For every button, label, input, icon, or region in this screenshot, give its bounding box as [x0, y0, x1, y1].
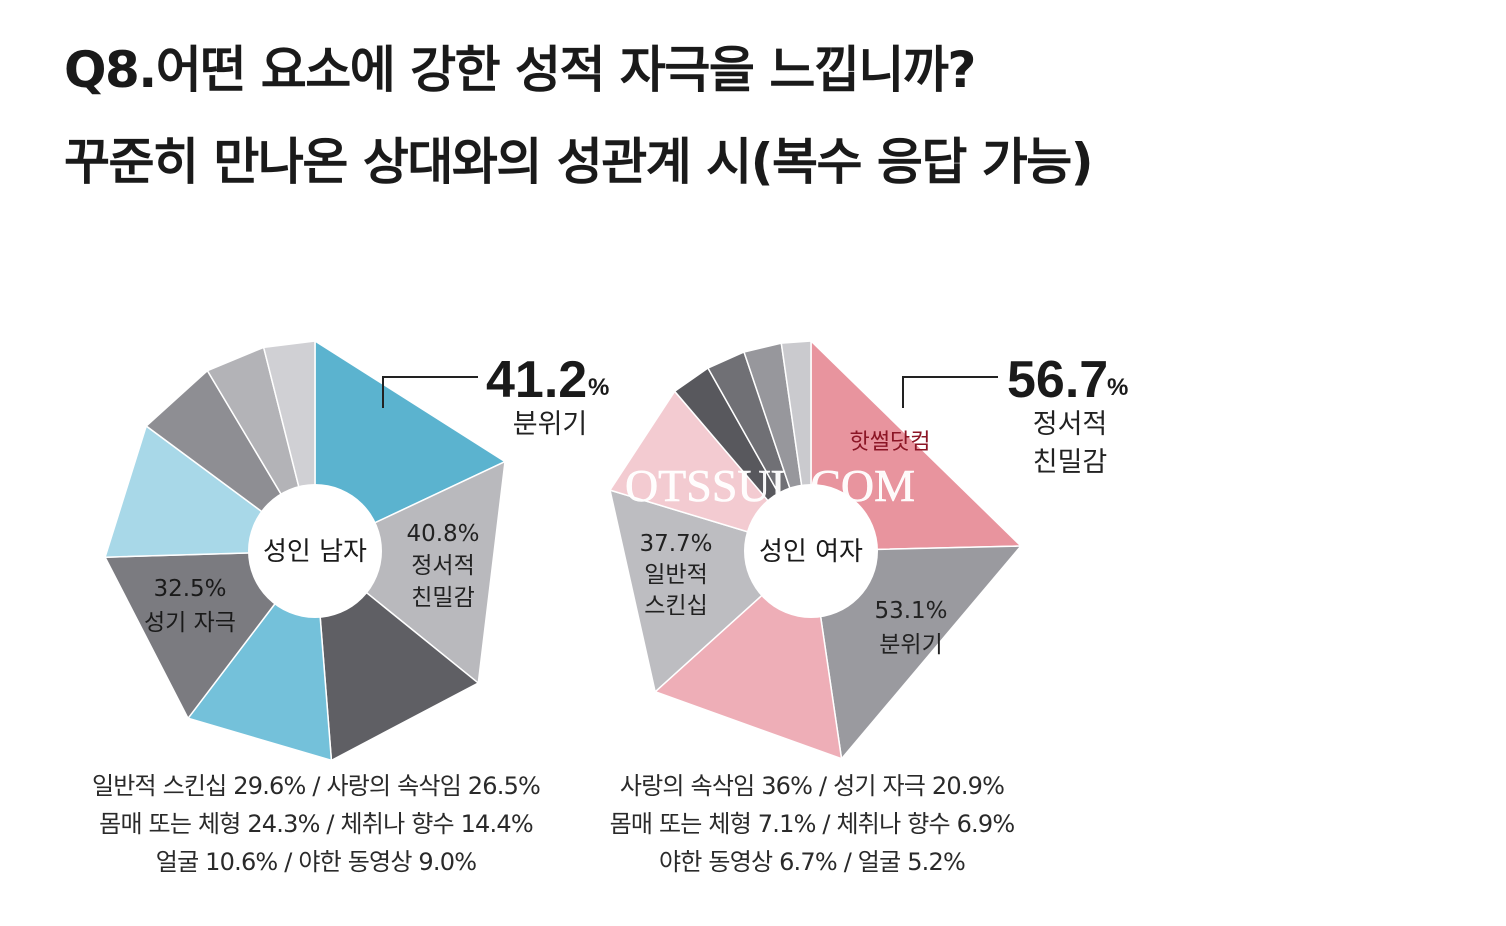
- men-pie-chart: 성인 남자: [103, 339, 507, 762]
- women-footnote-line-2: 몸매 또는 체형 7.1% / 체취나 향수 6.9%: [609, 810, 1016, 838]
- men-third-value: 32.5%: [153, 576, 226, 602]
- men-center-label: 성인 남자: [263, 537, 367, 567]
- men-footnote-line-3: 얼굴 10.6% / 야한 동영상 9.0%: [155, 848, 477, 876]
- women-top-value: 56.7: [1007, 351, 1108, 409]
- page-title-line-2: 꾸준히 만나온 상대와의 성관계 시(복수 응답 가능): [64, 133, 1094, 191]
- women-second-value: 53.1%: [874, 598, 947, 624]
- men-top-label: 분위기: [513, 409, 588, 440]
- women-second-label: 분위기: [879, 632, 942, 658]
- women-pie-chart: 성인 여자: [608, 339, 1023, 761]
- men-second-label-1: 정서적: [411, 553, 474, 579]
- men-footnote-line-2: 몸매 또는 체형 24.3% / 체취나 향수 14.4%: [99, 810, 533, 838]
- women-third-label-1: 일반적: [644, 562, 707, 588]
- women-center-label: 성인 여자: [759, 537, 863, 567]
- men-leader-line: [382, 376, 478, 408]
- women-third-value: 37.7%: [639, 531, 712, 557]
- men-top-value: 41.2: [486, 351, 587, 409]
- men-second-value: 40.8%: [406, 521, 479, 547]
- women-top-unit: %: [1107, 374, 1128, 401]
- women-footnote-line-3: 야한 동영상 6.7% / 얼굴 5.2%: [659, 848, 966, 876]
- men-top-unit: %: [588, 374, 609, 401]
- watermark-latin: OTSSUL.COM: [625, 460, 915, 511]
- women-leader-line: [902, 376, 998, 408]
- women-footnote-line-1: 사랑의 속삭임 36% / 성기 자극 20.9%: [619, 772, 1005, 800]
- page-title-line-1: Q8.어떤 요소에 강한 성적 자극을 느낍니까?: [64, 41, 976, 99]
- women-callouts: 56.7 % 정서적 친밀감 53.1% 분위기 37.7% 일반적 스킨십: [639, 351, 1128, 658]
- men-third-label: 성기 자극: [144, 610, 236, 636]
- women-third-label-2: 스킨십: [644, 593, 707, 619]
- men-center-hole: [248, 484, 382, 618]
- men-callouts: 41.2 % 분위기 40.8% 정서적 친밀감 32.5% 성기 자극: [144, 351, 609, 636]
- women-top-label-2: 친밀감: [1033, 447, 1108, 478]
- men-footnote-line-1: 일반적 스킨십 29.6% / 사랑의 속삭임 26.5%: [91, 772, 541, 800]
- watermark-korean: 핫썰닷컴: [850, 430, 931, 455]
- women-center-hole: [744, 484, 878, 618]
- women-top-label-1: 정서적: [1033, 409, 1108, 440]
- watermark: 핫썰닷컴 OTSSUL.COM: [625, 430, 931, 511]
- men-second-label-2: 친밀감: [411, 585, 474, 611]
